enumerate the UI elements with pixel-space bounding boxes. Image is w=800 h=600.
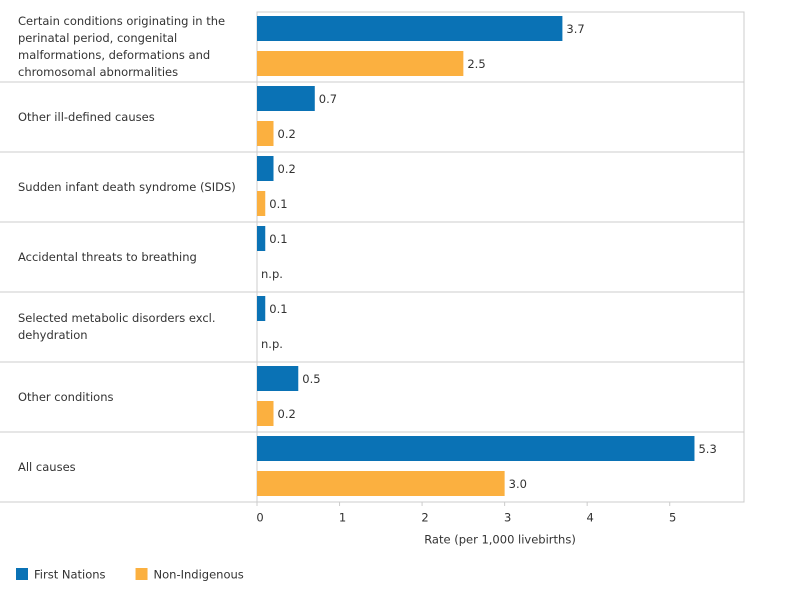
legend-swatch — [135, 568, 148, 580]
value-label: 0.5 — [302, 372, 320, 386]
bar — [257, 86, 315, 111]
category-label: All causes — [18, 459, 76, 474]
value-label: 0.2 — [278, 407, 296, 421]
value-label: 5.3 — [698, 442, 716, 456]
value-label: n.p. — [261, 337, 283, 351]
bar — [257, 366, 299, 391]
bar — [257, 51, 464, 76]
value-label: n.p. — [261, 267, 283, 281]
bar — [257, 226, 266, 251]
category-label: Other ill-defined causes — [18, 109, 155, 124]
bar — [257, 471, 505, 496]
x-tick-label: 2 — [421, 511, 428, 525]
value-label: 3.7 — [566, 22, 584, 36]
bar — [257, 191, 266, 216]
x-tick-label: 4 — [587, 511, 594, 525]
value-label: 2.5 — [467, 57, 485, 71]
legend-label: Non-Indigenous — [154, 568, 244, 582]
value-label: 0.1 — [269, 302, 287, 316]
bar — [257, 401, 274, 426]
bar — [257, 121, 274, 146]
bar — [257, 436, 695, 461]
legend-label: First Nations — [34, 568, 106, 582]
x-tick-label: 0 — [256, 511, 263, 525]
category-label: Selected metabolic disorders excl. dehyd… — [18, 311, 216, 342]
legend-swatch — [16, 568, 28, 580]
bar — [257, 16, 563, 41]
category-label: Accidental threats to breathing — [18, 249, 197, 264]
bar — [257, 156, 274, 181]
value-label: 0.1 — [269, 197, 287, 211]
x-axis-label: Rate (per 1,000 livebirths) — [424, 533, 576, 547]
value-label: 0.7 — [319, 92, 337, 106]
x-tick-label: 1 — [339, 511, 346, 525]
value-label: 0.2 — [278, 162, 296, 176]
x-tick-label: 3 — [504, 511, 511, 525]
category-label: Other conditions — [18, 389, 114, 404]
value-label: 3.0 — [509, 477, 527, 491]
bar — [257, 296, 266, 321]
category-label: Sudden infant death syndrome (SIDS) — [18, 179, 236, 194]
x-tick-label: 5 — [669, 511, 676, 525]
value-label: 0.2 — [278, 127, 296, 141]
plot-border — [256, 11, 745, 503]
category-label: Certain conditions originating in the pe… — [18, 14, 226, 79]
value-label: 0.1 — [269, 232, 287, 246]
